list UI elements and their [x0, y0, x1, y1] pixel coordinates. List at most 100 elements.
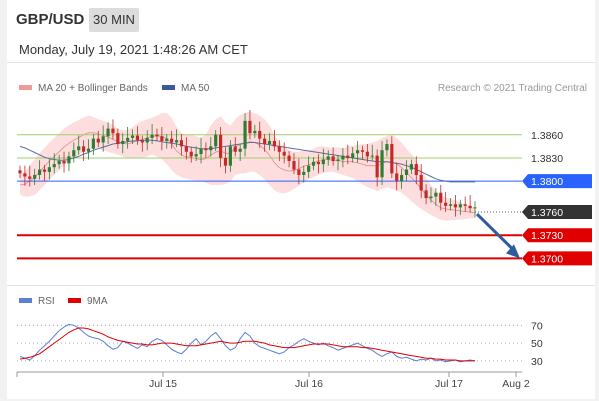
- level-label-1-3700: 1.3700: [531, 253, 563, 265]
- candle-body: [267, 140, 272, 145]
- candle-body: [86, 148, 91, 152]
- candle-body: [385, 144, 389, 151]
- candle-body: [67, 156, 71, 164]
- candle-body: [238, 148, 242, 152]
- level-label-1-3860: 1.3860: [531, 130, 563, 142]
- ma50-legend-swatch: [162, 85, 175, 90]
- candle-body: [28, 176, 32, 179]
- candle-body: [160, 136, 164, 141]
- candle-body: [52, 164, 56, 168]
- candle-body: [351, 153, 355, 158]
- level-tag-1-3800: [522, 174, 592, 189]
- rsi-tick-50: 50: [531, 338, 543, 350]
- candle-body: [448, 204, 453, 206]
- symbol-title: GBP/USD: [16, 11, 85, 28]
- candle-body: [199, 148, 203, 155]
- candle-body: [209, 146, 213, 151]
- candle-body: [429, 196, 433, 199]
- candle-body: [77, 146, 81, 151]
- candle-body: [214, 134, 218, 147]
- level-tag-1-3730: [522, 228, 592, 243]
- candle-body: [395, 173, 399, 182]
- candle-body: [233, 146, 237, 152]
- level-tag-1-3700: [522, 251, 592, 266]
- candle-body: [130, 135, 135, 138]
- candle-body: [390, 144, 394, 174]
- projection-arrow: [475, 212, 518, 254]
- candle-body: [258, 130, 262, 139]
- chart-timestamp: Monday, July 19, 2021 1:48:26 AM CET: [19, 42, 248, 57]
- candle-body: [302, 171, 306, 175]
- candle-body: [311, 161, 316, 166]
- candle-body: [370, 155, 374, 157]
- candle-body: [106, 128, 110, 137]
- candle-body: [18, 170, 22, 174]
- rsi-ma-line: [19, 327, 475, 362]
- candle-body: [346, 155, 350, 158]
- candle-body: [419, 174, 423, 191]
- candle-body: [204, 148, 208, 151]
- candle-body: [194, 154, 198, 157]
- candle-body: [253, 130, 257, 134]
- candle-body: [116, 133, 120, 145]
- candle-body: [365, 151, 369, 157]
- candle-body: [404, 169, 409, 175]
- ma9-legend-swatch: [68, 298, 81, 303]
- x-axis: Jul 15 Jul 16 Jul 17 Aug 2: [16, 371, 530, 390]
- level-label-1-3760: 1.3760: [531, 207, 563, 219]
- bollinger-band: [20, 111, 475, 221]
- candle-body: [307, 165, 311, 172]
- rsi-legend-swatch: [19, 298, 32, 303]
- candle-body: [360, 150, 365, 152]
- ma50-line: [19, 139, 475, 183]
- candle-body: [82, 146, 86, 152]
- x-tick-label: Jul 15: [149, 378, 177, 390]
- candle-body: [292, 161, 296, 170]
- candle-body: [326, 156, 330, 160]
- candle-body: [282, 151, 286, 156]
- candle-body: [150, 134, 154, 138]
- candle-body: [463, 204, 467, 206]
- candle-body: [228, 146, 232, 166]
- chart-panel: [7, 0, 595, 399]
- candle-body: [248, 120, 252, 134]
- candle-body: [458, 204, 462, 208]
- price-pane: 1.3860 1.3830 1.3800 1.3760 1.3730 1.3700: [17, 110, 592, 266]
- level-label-1-3730: 1.3730: [531, 230, 563, 242]
- candle-body: [23, 173, 27, 177]
- rsi-legend-label: RSI: [38, 296, 55, 307]
- candle-body: [170, 138, 174, 143]
- candle-body: [62, 161, 66, 164]
- candle-body: [37, 169, 42, 175]
- candle-body: [468, 205, 472, 209]
- projection-arrowhead: [506, 244, 520, 259]
- candle-body: [57, 161, 61, 165]
- candle-body: [145, 137, 149, 143]
- candle-body: [243, 120, 247, 149]
- candle-body: [277, 146, 281, 152]
- x-tick-label: Jul 16: [295, 378, 323, 390]
- rsi-tick-30: 30: [531, 356, 543, 368]
- candle-body: [453, 204, 458, 208]
- level-tag-1-3760: [522, 205, 592, 220]
- rsi-line: [19, 323, 476, 363]
- candle-body: [91, 138, 95, 149]
- candle-body: [263, 138, 267, 145]
- candle-body: [184, 146, 188, 152]
- candle-body: [140, 140, 144, 143]
- ma9-legend-label: 9MA: [87, 296, 108, 307]
- candle-body: [341, 155, 345, 160]
- candle-body: [72, 150, 76, 157]
- candle-body: [331, 156, 335, 162]
- candle-body: [444, 202, 448, 206]
- rsi-pane: RSI 9MA 70 50 30: [17, 296, 543, 368]
- level-label-1-3830: 1.3830: [531, 153, 563, 165]
- candle-body: [179, 140, 184, 147]
- candle-body: [434, 192, 438, 197]
- timeframe-button[interactable]: 30 MIN: [89, 8, 139, 32]
- candle-body: [272, 140, 276, 147]
- bb-legend-label: MA 20 + Bollinger Bands: [38, 83, 148, 94]
- candle-body: [380, 150, 384, 178]
- candle-body: [336, 159, 340, 162]
